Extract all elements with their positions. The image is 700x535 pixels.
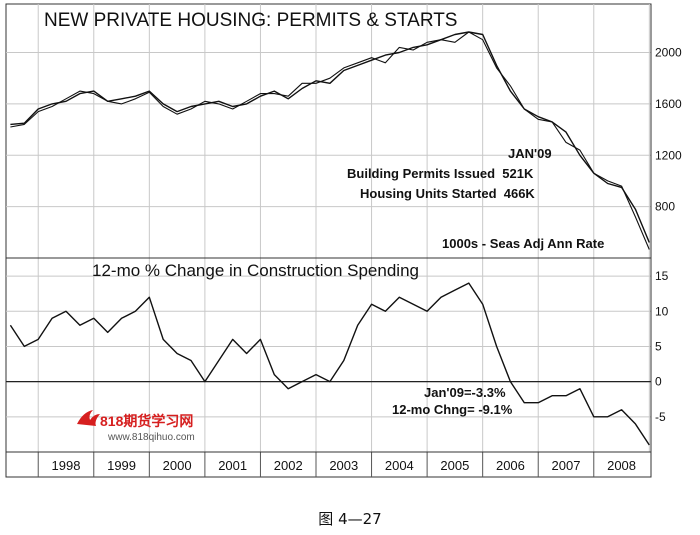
x-tick-label: 2001 <box>218 458 247 473</box>
x-tick-label: 2005 <box>440 458 469 473</box>
top-y-tick-label: 2000 <box>655 46 682 60</box>
bottom-y-tick-label: 0 <box>655 375 662 389</box>
bottom-y-tick-label: 15 <box>655 269 669 283</box>
top-chart-title: NEW PRIVATE HOUSING: PERMITS & STARTS <box>44 10 457 31</box>
top-annotation-line-permits: Building Permits Issued 521K <box>347 166 534 181</box>
top-series-line-2 <box>10 31 650 250</box>
top-annotation-line-starts: Housing Units Started 466K <box>360 186 535 201</box>
top-annotation-date: JAN'09 <box>508 146 552 161</box>
bottom-series-line-1 <box>9 282 650 446</box>
x-tick-label: 2007 <box>552 458 581 473</box>
bottom-y-tick-label: -5 <box>655 410 666 424</box>
x-tick-label: 2002 <box>274 458 303 473</box>
top-y-tick-label: 1600 <box>655 97 682 111</box>
watermark: 818期货学习网 www.818qihuo.com <box>77 410 195 443</box>
x-tick-label: 2003 <box>329 458 358 473</box>
top-y-tick-label: 800 <box>655 200 675 214</box>
bottom-annotation-12mo: 12-mo Chng= -9.1% <box>392 402 513 417</box>
top-y-tick-label: 1200 <box>655 148 682 162</box>
bottom-y-tick-label: 5 <box>655 339 662 353</box>
watermark-brand: 818期货学习网 <box>100 413 193 429</box>
bottom-y-tick-label: 10 <box>655 304 669 318</box>
grid-lines <box>6 4 651 477</box>
bottom-chart-title: 12-mo % Change in Construction Spending <box>92 261 419 280</box>
x-tick-label: 2004 <box>385 458 414 473</box>
watermark-url: www.818qihuo.com <box>107 432 195 443</box>
top-series-line-1 <box>10 31 650 243</box>
x-tick-label: 1998 <box>52 458 81 473</box>
x-tick-label: 1999 <box>107 458 136 473</box>
x-tick-label: 2008 <box>607 458 636 473</box>
x-tick-label: 2000 <box>163 458 192 473</box>
bottom-annotation-jan09: Jan'09=-3.3% <box>424 385 506 400</box>
top-units-note: 1000s - Seas Adj Ann Rate <box>442 236 604 251</box>
x-tick-label: 2006 <box>496 458 525 473</box>
flame-logo-icon <box>77 410 100 426</box>
figure-caption: 图 4—27 <box>318 510 382 528</box>
